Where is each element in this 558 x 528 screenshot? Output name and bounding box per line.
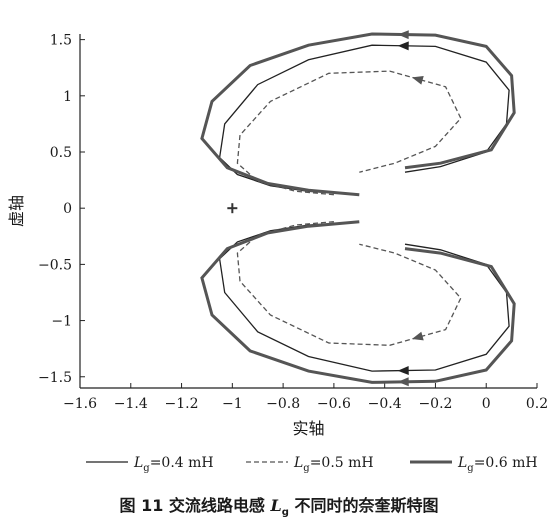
direction-arrow-lower xyxy=(411,331,424,341)
direction-arrow-lower xyxy=(397,366,409,376)
y-tick-label: −1 xyxy=(51,314,72,330)
series-thick-curve-lower xyxy=(200,220,516,384)
figure-caption: 图 11 交流线路电感 Lg 不同时的奈奎斯特图 xyxy=(119,496,439,519)
x-tick-label: −0.6 xyxy=(317,396,351,412)
x-tick-label: −1 xyxy=(222,396,243,412)
legend-label-dashed: Lg=0.5 mH xyxy=(293,455,374,474)
direction-arrow-upper xyxy=(397,41,409,51)
legend-label-solid: Lg=0.4 mH xyxy=(133,455,214,474)
y-tick-label: −0.5 xyxy=(38,257,72,273)
direction-arrow-upper xyxy=(397,30,409,40)
y-tick-label: 0 xyxy=(63,201,72,217)
y-axis-label: 虚轴 xyxy=(7,195,26,227)
nyquist-chart: −1.6 −1.4 −1.2 −1 −0.8 −0.6 −0.4 −0.2 0 0.2 1.5 1 0.… xyxy=(7,30,548,474)
series-thick-curve-upper xyxy=(200,32,516,197)
x-axis-label: 实轴 xyxy=(292,419,324,438)
y-tick-label: −1.5 xyxy=(38,370,72,386)
y-tick-label: 0.5 xyxy=(50,145,72,161)
x-tick-label: −0.2 xyxy=(418,396,452,412)
x-tick-label: −1.6 xyxy=(63,396,97,412)
direction-arrow-upper xyxy=(411,76,424,85)
x-tick-label: −1.4 xyxy=(114,396,148,412)
y-tick-label: 1 xyxy=(63,89,72,105)
x-tick-label: −0.8 xyxy=(266,396,300,412)
x-tick-label: −1.2 xyxy=(165,396,199,412)
direction-arrow-lower xyxy=(397,377,409,387)
legend-label-thick: Lg=0.6 mH xyxy=(457,455,538,474)
series-solid-curve-lower xyxy=(218,222,510,372)
series-solid-curve-upper xyxy=(218,44,510,195)
x-tick-label: 0 xyxy=(482,396,491,412)
series-dashed-curve-lower xyxy=(236,221,462,346)
x-tick-label: 0.2 xyxy=(526,396,548,412)
series-dashed-curve-upper xyxy=(236,70,462,196)
plot-area: −1.6 −1.4 −1.2 −1 −0.8 −0.6 −0.4 −0.2 0 0.2 1.5 1 0.… xyxy=(7,30,548,474)
x-tick-label: −0.4 xyxy=(368,396,402,412)
y-tick-label: 1.5 xyxy=(50,33,72,49)
